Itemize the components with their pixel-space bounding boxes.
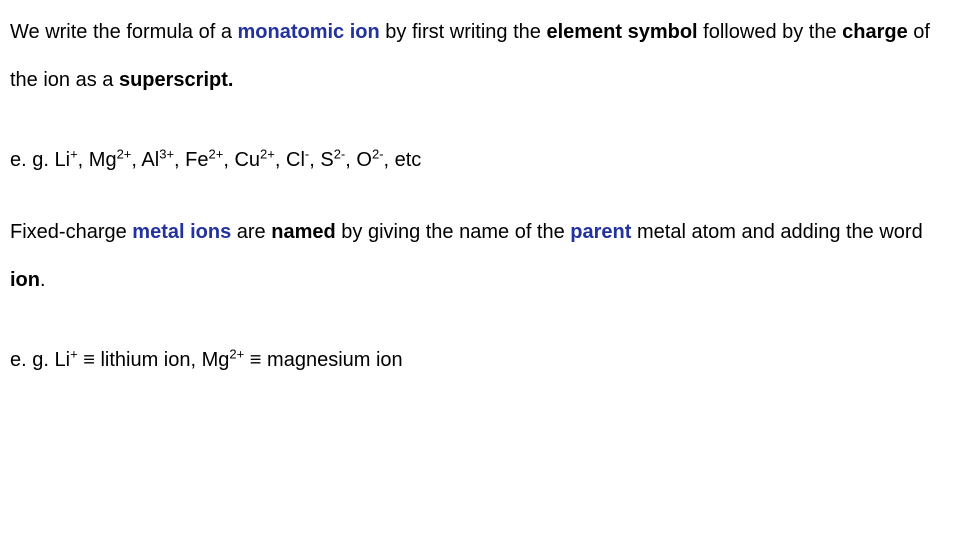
text: followed by the [698, 21, 843, 43]
text: by first writing the [380, 21, 547, 43]
ion-charge: + [70, 146, 78, 161]
term-charge: charge [842, 21, 908, 43]
ion-charge: 2- [372, 146, 384, 161]
element-symbol: Cu [234, 149, 260, 171]
ion-name: magnesium ion [267, 349, 403, 371]
ion-charge: 2+ [260, 146, 275, 161]
paragraph-naming-examples: e. g. Li+ ≡ lithium ion, Mg2+ ≡ magnesiu… [10, 336, 950, 384]
ion-formula: Li+ [54, 149, 77, 171]
element-symbol: Mg [89, 149, 117, 171]
term-ion: ion [10, 269, 40, 291]
element-symbol: Fe [185, 149, 208, 171]
ion-charge: 2- [334, 146, 346, 161]
term-parent: parent [570, 221, 631, 243]
example-lead: e. g. [10, 149, 54, 171]
text: are [231, 221, 271, 243]
element-symbol: Mg [202, 349, 230, 371]
term-element-symbol: element symbol [546, 21, 697, 43]
ion-charge: 3+ [159, 146, 174, 161]
term-monatomic-ion: monatomic ion [238, 21, 380, 43]
text: . [40, 269, 46, 291]
ion-name: lithium ion [100, 349, 190, 371]
term-metal-ions: metal ions [132, 221, 231, 243]
ion-formula: Mg2+ [89, 149, 132, 171]
ion-charge: + [70, 346, 78, 361]
ion-charge: 2+ [117, 146, 132, 161]
text: Fixed-charge [10, 221, 132, 243]
element-symbol: Li [54, 149, 70, 171]
example-tail: , etc [384, 149, 422, 171]
paragraph-formula-rule: We write the formula of a monatomic ion … [10, 8, 950, 104]
ion-charge: 2+ [209, 146, 224, 161]
ion-formula: Cu2+ [234, 149, 274, 171]
spacer [10, 322, 950, 336]
text: We write the formula of a [10, 21, 238, 43]
element-symbol: O [356, 149, 372, 171]
ion-naming-example: Li+ ≡ lithium ion [54, 349, 190, 371]
ion-formula: Cl- [286, 149, 309, 171]
element-symbol: Li [54, 349, 70, 371]
example-lead: e. g. [10, 349, 54, 371]
term-superscript: superscript. [119, 69, 233, 91]
ion-formula: Fe2+ [185, 149, 223, 171]
ion-formula: Al3+ [141, 149, 174, 171]
element-symbol: Al [141, 149, 159, 171]
paragraph-ion-examples: e. g. Li+, Mg2+, Al3+, Fe2+, Cu2+, Cl-, … [10, 136, 950, 184]
ion-formula: S2- [320, 149, 345, 171]
paragraph-naming-rule: Fixed-charge metal ions are named by giv… [10, 208, 950, 304]
name-list: Li+ ≡ lithium ion, Mg2+ ≡ magnesium ion [54, 349, 402, 371]
term-named: named [271, 221, 335, 243]
text: metal atom and adding the word [631, 221, 922, 243]
ion-formula: O2- [356, 149, 383, 171]
spacer [10, 122, 950, 136]
ion-naming-example: Mg2+ ≡ magnesium ion [202, 349, 403, 371]
element-symbol: S [320, 149, 333, 171]
text: by giving the name of the [336, 221, 571, 243]
element-symbol: Cl [286, 149, 305, 171]
ion-charge: 2+ [229, 346, 244, 361]
ion-list: Li+, Mg2+, Al3+, Fe2+, Cu2+, Cl-, S2-, O… [54, 149, 383, 171]
ion-charge: - [305, 146, 309, 161]
